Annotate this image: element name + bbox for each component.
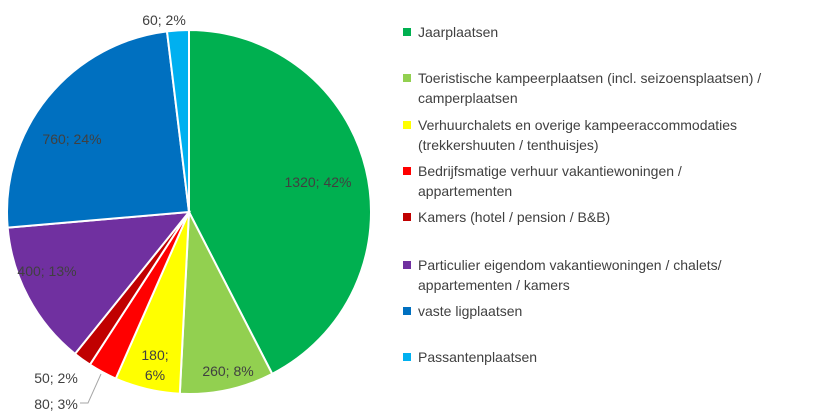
legend-label: Particulier eigendom vakantiewoningen / … bbox=[418, 257, 722, 273]
legend-label: Jaarplaatsen bbox=[418, 24, 499, 40]
legend-item-7: vaste ligplaatsen bbox=[400, 301, 810, 321]
legend-swatch bbox=[403, 167, 411, 175]
legend-label: camperplaatsen bbox=[418, 90, 518, 106]
data-label-4: 80; 3% bbox=[34, 396, 78, 412]
legend-item-2: Toeristische kampeerplaatsen (incl. seiz… bbox=[400, 68, 810, 108]
legend-swatch bbox=[403, 353, 411, 361]
legend-item-5: Kamers (hotel / pension / B&B) bbox=[400, 207, 810, 227]
legend-item-6: Particulier eigendom vakantiewoningen / … bbox=[400, 255, 810, 295]
pie-slice-7 bbox=[6, 30, 191, 229]
pie-slice-8 bbox=[165, 28, 190, 213]
legend-item-8: Passantenplaatsen bbox=[400, 347, 810, 367]
legend-label: vaste ligplaatsen bbox=[418, 303, 523, 319]
pie-chart: 1320; 42% 260; 8% 180; 6% 80; 3% 50; 2% 400; 1… bbox=[6, 12, 372, 412]
pie-slice-6 bbox=[6, 210, 192, 356]
legend-label: Bedrijfsmatige verhuur vakantiewoningen … bbox=[418, 163, 682, 179]
legend-label: Passantenplaatsen bbox=[418, 349, 538, 365]
data-label-2: 260; 8% bbox=[202, 363, 253, 379]
legend-item-3: Verhuurchalets en overige kampeeraccommo… bbox=[400, 115, 810, 155]
legend-swatch bbox=[403, 28, 411, 36]
pie-slice-1 bbox=[188, 28, 372, 376]
data-label-7: 760; 24% bbox=[42, 131, 101, 147]
legend-swatch bbox=[403, 121, 411, 129]
legend-swatch bbox=[403, 74, 411, 82]
data-label-6: 400; 13% bbox=[17, 263, 76, 279]
data-label-8: 60; 2% bbox=[142, 12, 186, 28]
legend-label: Toeristische kampeerplaatsen (incl. seiz… bbox=[418, 70, 762, 86]
legend-label: (trekkershuuten / tenthuisjes) bbox=[418, 137, 599, 153]
legend-item-1: Jaarplaatsen bbox=[400, 22, 810, 42]
legend-label: Verhuurchalets en overige kampeeraccommo… bbox=[418, 117, 738, 133]
legend-label: appartementen / kamers bbox=[418, 277, 570, 293]
data-label-1: 1320; 42% bbox=[285, 174, 352, 190]
legend-swatch bbox=[403, 261, 411, 269]
data-label-3: 180; 6% bbox=[141, 347, 168, 383]
leader-line bbox=[80, 373, 102, 404]
legend-swatch bbox=[403, 307, 411, 315]
pie-slice-2 bbox=[178, 208, 274, 395]
legend: Jaarplaatsen Toeristische kampeerplaatsen… bbox=[400, 0, 820, 419]
data-label-5: 50; 2% bbox=[34, 370, 78, 386]
legend-label: appartementen bbox=[418, 183, 513, 199]
legend-swatch bbox=[403, 213, 411, 221]
legend-label: Kamers (hotel / pension / B&B) bbox=[418, 209, 611, 225]
legend-item-4: Bedrijfsmatige verhuur vakantiewoningen … bbox=[400, 161, 810, 201]
